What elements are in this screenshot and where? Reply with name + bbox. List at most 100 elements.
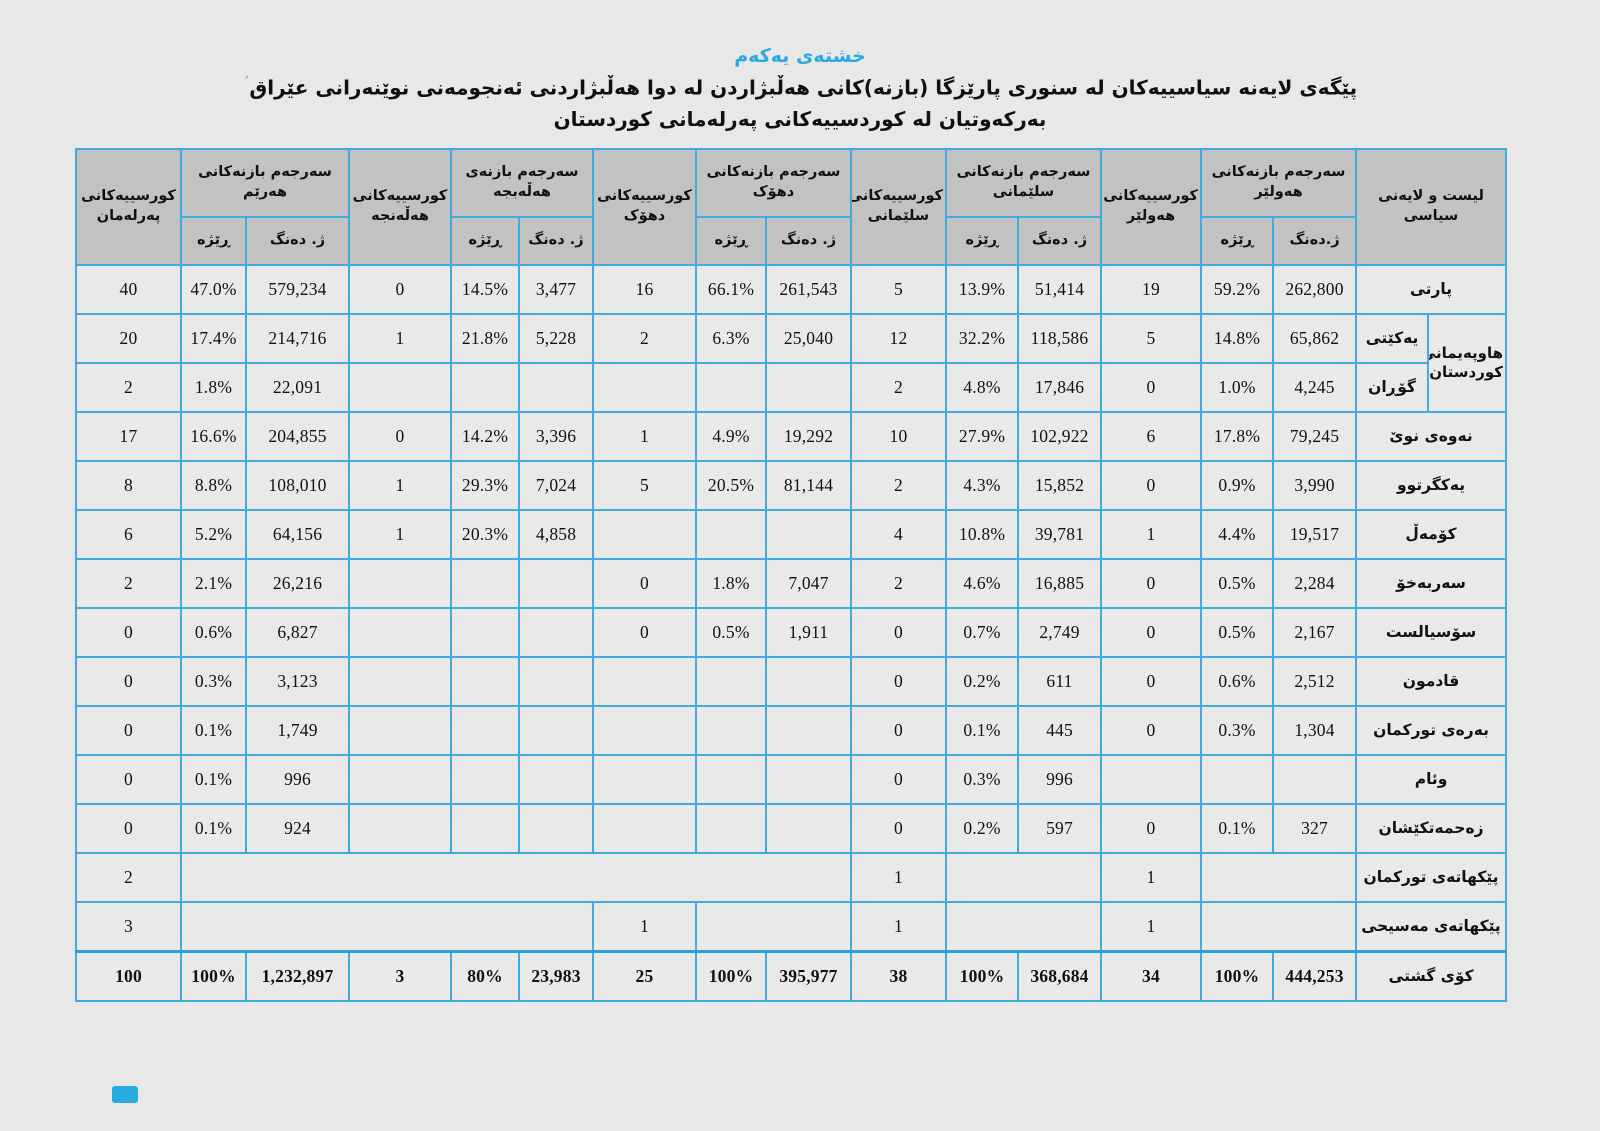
parliament-seats-cell: 0: [75, 754, 182, 805]
header-region-votes: ژ. دەنگ: [245, 216, 350, 266]
erbil-group-empty-cell: [1199, 852, 1358, 903]
sulaymaniyah-seats-cell: 0: [850, 803, 947, 854]
table-row: یەکگرتوو 3,990 0.9% 0 15,852 4.3% 2 81,1…: [75, 460, 1508, 511]
region-votes-cell: 579,234: [245, 264, 350, 315]
erbil-votes-cell: 262,800: [1272, 264, 1358, 315]
duhok-pct-cell: [695, 705, 767, 756]
duhok-votes-total: 395,977: [765, 950, 852, 1002]
header-list-party: لیست و لایەنی سیاسی: [1355, 148, 1508, 266]
header-duhok-group: سەرجەم بازنەکانی دهۆک: [695, 148, 852, 218]
duhok-votes-cell: [765, 803, 852, 854]
duhok-seats-cell: 1: [592, 411, 697, 462]
sulaymaniyah-seats-cell: 1: [850, 852, 947, 903]
erbil-votes-cell: 19,517: [1272, 509, 1358, 560]
halabja-seats-cell: [348, 558, 452, 609]
halabja-pct-cell: [450, 558, 520, 609]
duhok-pct-cell: [695, 362, 767, 413]
header-erbil-votes: ژ.دەنگ: [1272, 216, 1358, 266]
duhok-pct-cell: [695, 803, 767, 854]
region-pct-cell: 1.8%: [180, 362, 247, 413]
parliament-seats-cell: 0: [75, 803, 182, 854]
corner-decoration: [112, 1086, 138, 1103]
sulaymaniyah-pct-cell: 0.2%: [945, 803, 1019, 854]
region-votes-cell: 26,216: [245, 558, 350, 609]
sulaymaniyah-seats-cell: 4: [850, 509, 947, 560]
region-pct-cell: 16.6%: [180, 411, 247, 462]
parliament-seats-cell: 0: [75, 705, 182, 756]
region-pct-cell: 17.4%: [180, 313, 247, 364]
region-pct-total: 100%: [180, 950, 247, 1002]
duhok-votes-cell: 81,144: [765, 460, 852, 511]
halabja-pct-cell: [450, 656, 520, 707]
sulaymaniyah-pct-cell: 0.2%: [945, 656, 1019, 707]
sulaymaniyah-votes-cell: 39,781: [1017, 509, 1102, 560]
halabja-votes-cell: 3,477: [518, 264, 594, 315]
sulaymaniyah-seats-cell: 2: [850, 460, 947, 511]
erbil-votes-total: 444,253: [1272, 950, 1358, 1002]
erbil-seats-cell: 0: [1100, 607, 1202, 658]
party-name: پێکهاتەی تورکمان: [1355, 852, 1508, 903]
erbil-seats-cell: 0: [1100, 705, 1202, 756]
sulaymaniyah-seats-cell: 0: [850, 656, 947, 707]
erbil-pct-cell: 59.2%: [1199, 264, 1275, 315]
erbil-seats-cell: 6: [1100, 411, 1202, 462]
region-pct-cell: 0.1%: [180, 803, 247, 854]
halabja-votes-cell: [518, 362, 594, 413]
table-row: نەوەی نوێ 79,245 17.8% 6 102,922 27.9% 1…: [75, 411, 1508, 462]
halabja-pct-total: 80%: [450, 950, 520, 1002]
duhok-seats-cell: [592, 509, 697, 560]
sulaymaniyah-pct-cell: 0.3%: [945, 754, 1019, 805]
halabja-pct-cell: [450, 803, 520, 854]
header-halabja-pct: ڕێژە: [450, 216, 520, 266]
parliament-seats-cell: 3: [75, 901, 182, 953]
title-line-1: پێگەی لایەنە سیاسییەکان لە سنوری پارێزگا…: [242, 75, 1358, 100]
table-kicker: خشتەی یەکەم: [734, 45, 866, 67]
duhok-seats-cell: [592, 705, 697, 756]
erbil-seats-cell: 1: [1100, 852, 1202, 903]
halabja-seats-cell: [348, 656, 452, 707]
header-sulaymaniyah-votes: ژ. دەنگ: [1017, 216, 1102, 266]
parliament-seats-cell: 8: [75, 460, 182, 511]
duhok-votes-cell: [765, 656, 852, 707]
region-pct-cell: 2.1%: [180, 558, 247, 609]
party-name: وئام: [1355, 754, 1508, 805]
duhok-pct-total: 100%: [695, 950, 767, 1002]
halabja-votes-cell: 3,396: [518, 411, 594, 462]
sulaymaniyah-group-empty-cell: [945, 852, 1102, 903]
region-pct-cell: 5.2%: [180, 509, 247, 560]
erbil-pct-cell: 0.1%: [1199, 803, 1275, 854]
party-name: گۆڕان: [1355, 362, 1430, 413]
header-halabja-group: سەرجەم بازنەی هەڵەبجە: [450, 148, 594, 218]
party-name: کۆمەڵ: [1355, 509, 1508, 560]
halabja-pct-cell: [450, 607, 520, 658]
duhok-seats-cell: [592, 754, 697, 805]
header-sulaymaniyah-seats: کورسییەکانی سلێمانی: [850, 148, 947, 266]
halabja-votes-cell: [518, 656, 594, 707]
sulaymaniyah-votes-cell: 17,846: [1017, 362, 1102, 413]
erbil-votes-cell: 2,284: [1272, 558, 1358, 609]
party-name: پێکهاتەی مەسیحی: [1355, 901, 1508, 953]
erbil-pct-cell: [1199, 754, 1275, 805]
region-votes-cell: 64,156: [245, 509, 350, 560]
sulaymaniyah-pct-cell: 4.3%: [945, 460, 1019, 511]
halabja-votes-cell: 7,024: [518, 460, 594, 511]
sulaymaniyah-group-empty-cell: [945, 901, 1102, 953]
sulaymaniyah-seats-cell: 5: [850, 264, 947, 315]
region-votes-cell: 3,123: [245, 656, 350, 707]
erbil-group-empty-cell: [1199, 901, 1358, 953]
sulaymaniyah-votes-cell: 445: [1017, 705, 1102, 756]
halabja-votes-cell: [518, 754, 594, 805]
sulaymaniyah-seats-cell: 12: [850, 313, 947, 364]
party-name: زەحمەتکێشان: [1355, 803, 1508, 854]
halabja-pct-cell: 14.2%: [450, 411, 520, 462]
erbil-pct-cell: 0.5%: [1199, 607, 1275, 658]
region-pct-cell: 0.6%: [180, 607, 247, 658]
duhok-pct-cell: [695, 509, 767, 560]
region-votes-cell: 6,827: [245, 607, 350, 658]
results-table: لیست و لایەنی سیاسی سەرجەم بازنەکانی هەو…: [75, 148, 1508, 1002]
table-row: قادمون 2,512 0.6% 0 611 0.2% 0 3,123 0.3…: [75, 656, 1508, 707]
erbil-votes-cell: 4,245: [1272, 362, 1358, 413]
party-name: پارتی: [1355, 264, 1508, 315]
erbil-seats-cell: 0: [1100, 460, 1202, 511]
sulaymaniyah-pct-cell: 4.6%: [945, 558, 1019, 609]
